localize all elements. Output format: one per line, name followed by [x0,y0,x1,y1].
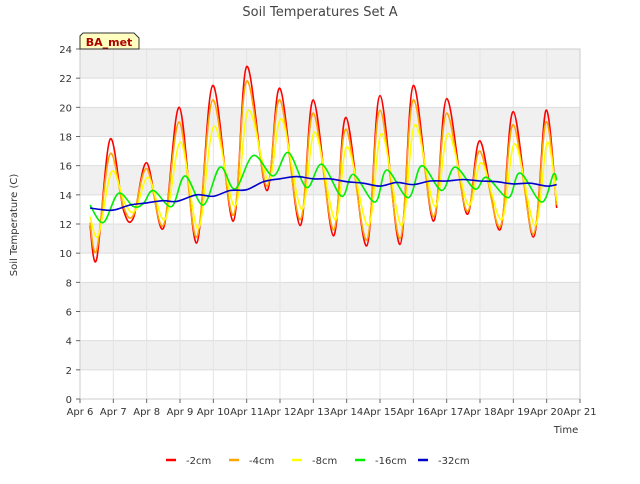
x-tick-label: Apr 15 [363,407,396,418]
y-tick-label: 10 [59,249,72,260]
series-line-8cm [89,109,558,238]
x-tick-label: Apr 16 [397,407,430,418]
legend-label: -16cm [375,456,407,467]
x-tick-label: Apr 20 [530,407,563,418]
x-tick-label: Apr 11 [230,407,263,418]
site-label-shape [79,32,140,50]
x-tick-label: Apr 8 [133,407,160,418]
plot-band [80,107,580,137]
legend: -2cm -4cm -8cm -16cm -32cm [166,456,470,467]
x-tick-label: Apr 6 [67,407,94,418]
legend-label: -4cm [249,456,274,467]
y-tick-label: 24 [59,45,72,56]
x-tick-label: Apr 17 [430,407,463,418]
x-tick-label: Apr 9 [167,407,194,418]
plot-band [80,282,580,312]
y-tick-label: 8 [66,278,72,289]
legend-label: -2cm [186,456,211,467]
y-tick-label: 22 [59,74,72,85]
x-tick-label: Apr 13 [297,407,330,418]
y-tick-label: 0 [66,395,72,406]
y-tick-label: 16 [59,162,72,173]
x-tick-label: Apr 14 [330,407,363,418]
x-tick-label: Apr 7 [100,407,127,418]
x-tick-label: Apr 21 [563,407,596,418]
y-tick-label: 14 [59,191,72,202]
y-tick-label: 4 [66,337,72,348]
x-tick-label: Apr 19 [497,407,530,418]
x-tick-label: Apr 10 [197,407,230,418]
site-label: BA_met [86,36,133,49]
series-line-2cm [89,65,558,263]
x-axis-ticks: Apr 6 Apr 7 Apr 8 Apr 9 Apr 10 Apr 11 Apr 12 Ap… [67,399,597,418]
series-line-32cm [89,175,557,212]
legend-label: -8cm [312,456,337,467]
x-axis-label: Time [553,425,578,436]
plot-band [80,340,580,370]
site-label-box: BA_met [79,32,140,50]
y-tick-label: 12 [59,220,72,231]
series-line-16cm [89,151,558,224]
chart-title: Soil Temperatures Set A [242,5,397,20]
x-tick-label: Apr 12 [263,407,296,418]
y-axis-label: Soil Temperature (C) [9,174,20,277]
y-tick-label: 6 [66,308,72,319]
y-tick-label: 18 [59,133,72,144]
plot-band [80,165,580,195]
y-tick-label: 2 [66,366,72,377]
plot-band [80,49,580,79]
y-tick-label: 20 [59,103,72,114]
plot-band [80,224,580,254]
legend-label: -32cm [438,456,470,467]
series-lines [89,65,558,263]
x-tick-label: Apr 18 [463,407,496,418]
